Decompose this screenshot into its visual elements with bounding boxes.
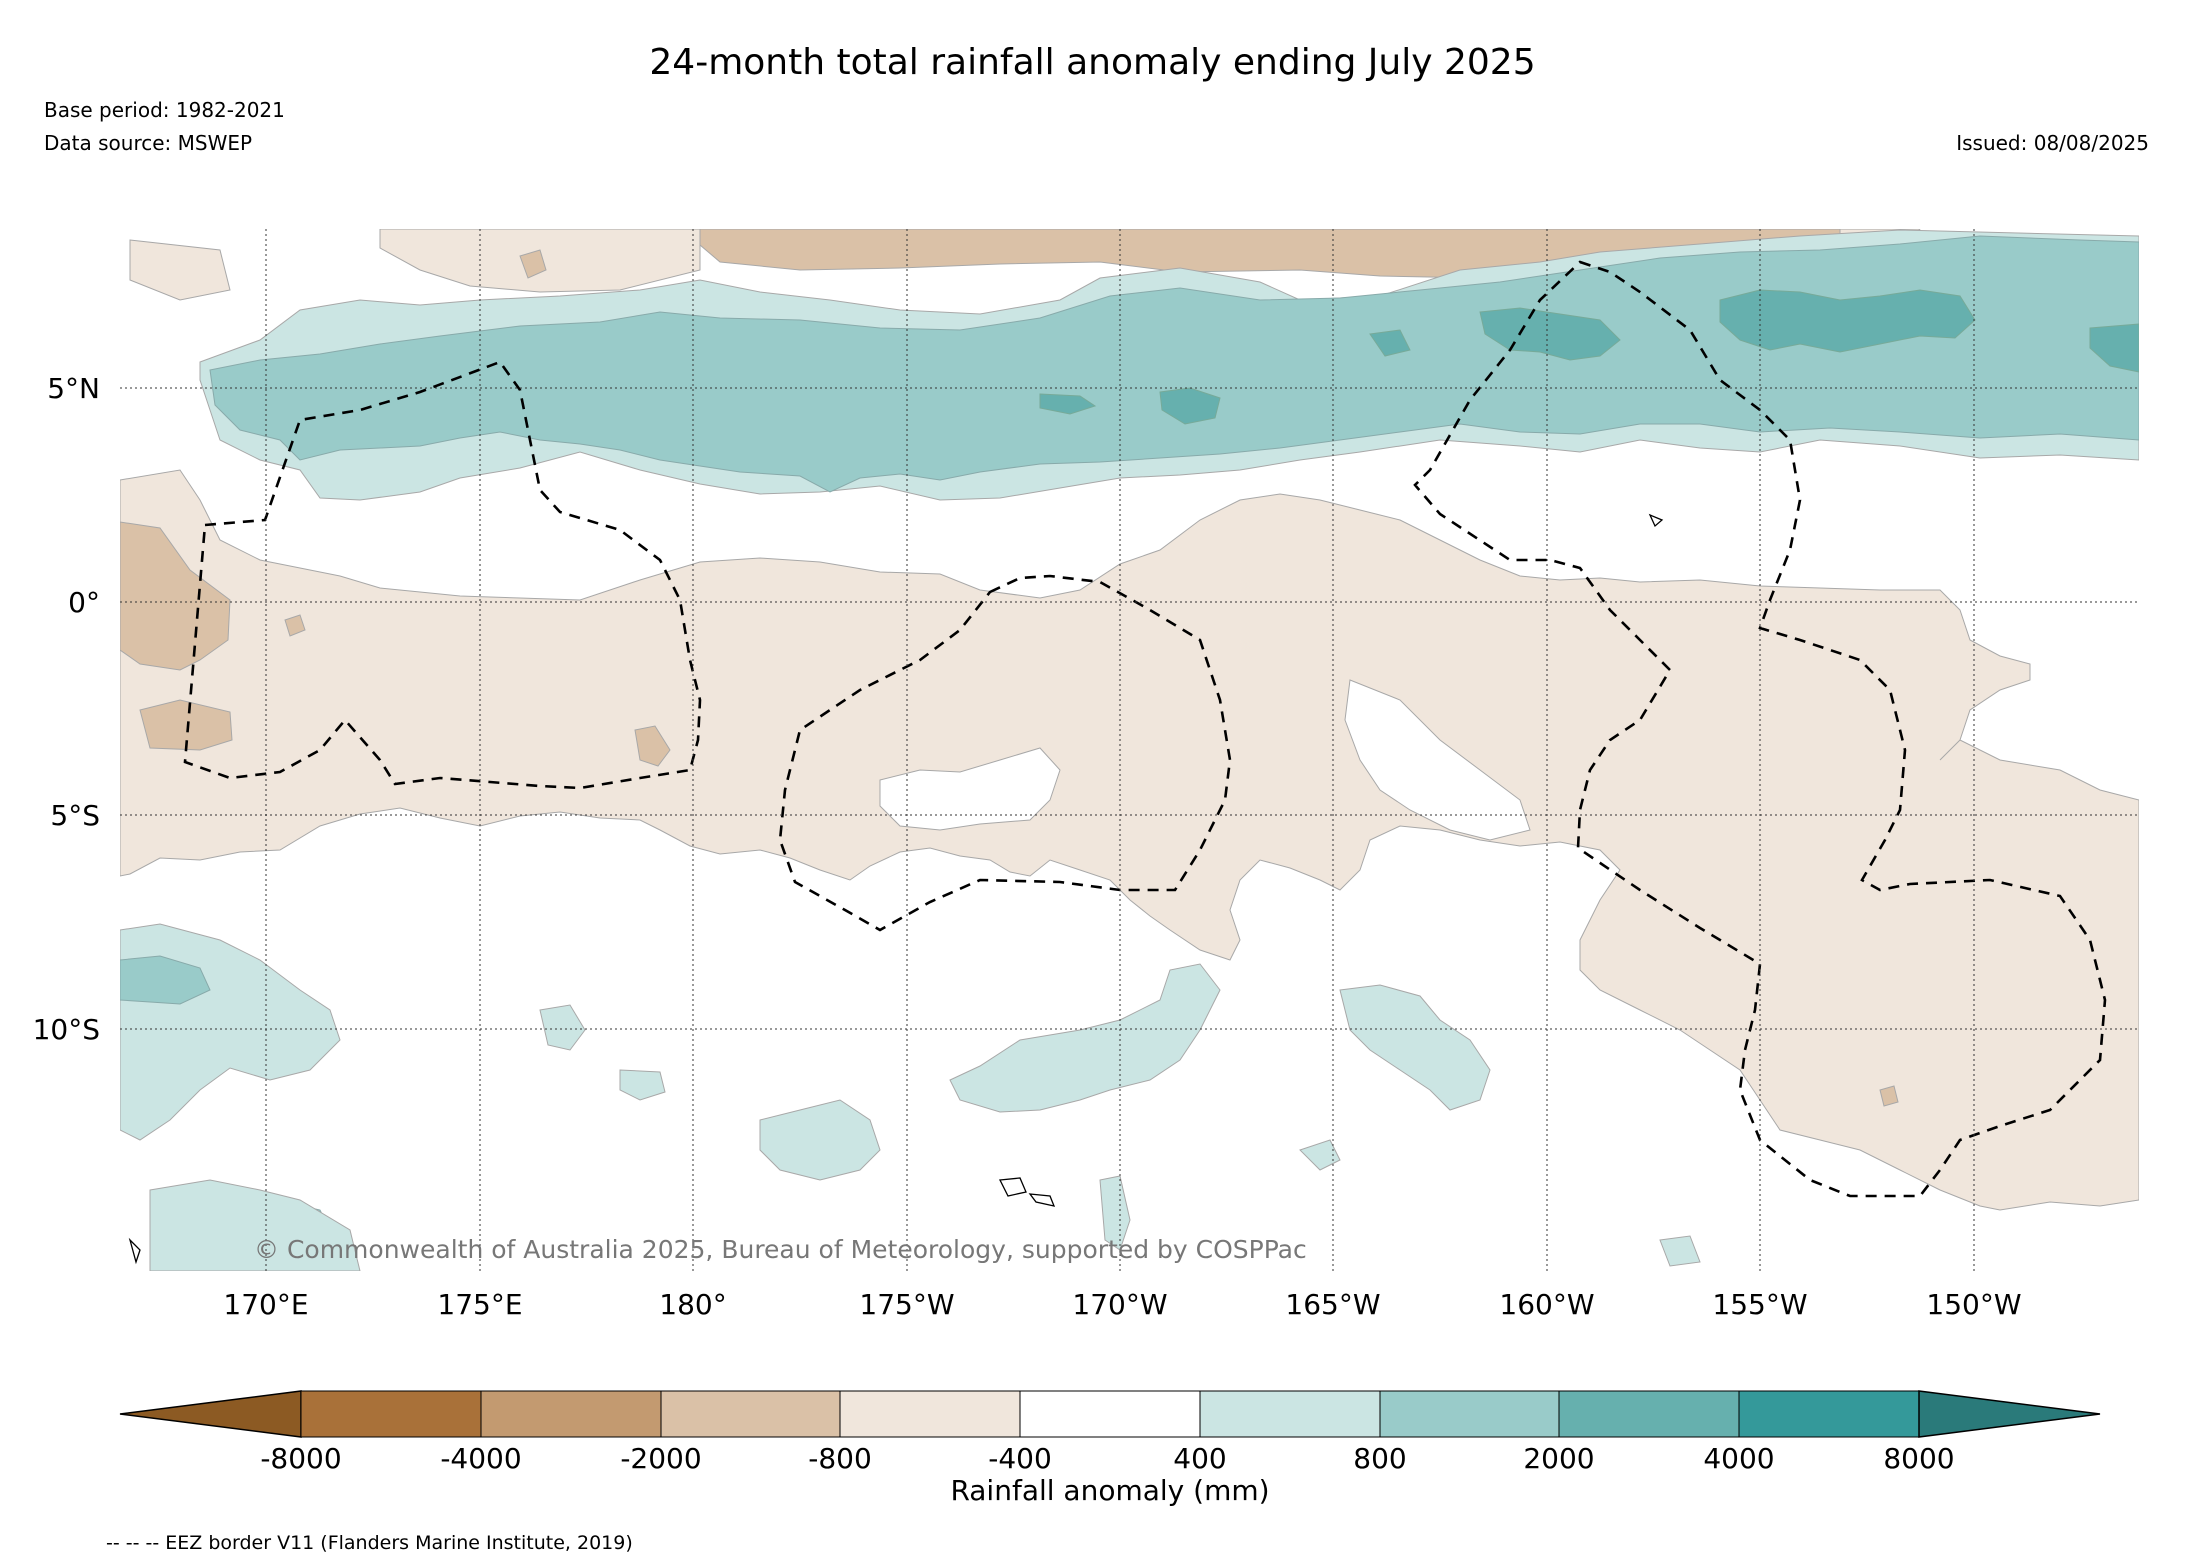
colorbar-tick-label: 8000 bbox=[1883, 1442, 1954, 1475]
map-plot-area: © Commonwealth of Australia 2025, Bureau… bbox=[120, 229, 2139, 1271]
colorbar-swatch bbox=[480, 1390, 662, 1438]
colorbar-tick-label: 400 bbox=[1173, 1442, 1226, 1475]
copyright-text: © Commonwealth of Australia 2025, Bureau… bbox=[254, 1235, 1307, 1264]
colorbar-tick-label: -400 bbox=[988, 1442, 1052, 1475]
lat-label: 5°S bbox=[50, 799, 100, 832]
wet-core-north-west bbox=[1039, 323, 2139, 425]
lon-label: 180° bbox=[659, 1288, 726, 1321]
colorbar-swatch bbox=[1019, 1390, 1201, 1438]
wet-core-north-east bbox=[1719, 289, 1976, 353]
wet-core-north-mid bbox=[1479, 307, 1621, 361]
colorbar-swatch bbox=[1738, 1390, 1920, 1438]
wet-patch-central-south bbox=[949, 963, 1221, 1113]
colorbar-tick-label: 800 bbox=[1353, 1442, 1406, 1475]
colorbar-tick-label: -2000 bbox=[620, 1442, 701, 1475]
gridlines bbox=[120, 229, 2139, 1271]
lon-label: 160°W bbox=[1499, 1288, 1594, 1321]
lon-label: 150°W bbox=[1926, 1288, 2021, 1321]
colorbar: -8000 -4000 -2000 -800 -400 400 800 2000… bbox=[119, 1390, 2101, 1507]
wet-patch-southwest-lower bbox=[149, 1179, 361, 1271]
lon-label: 155°W bbox=[1712, 1288, 1807, 1321]
colorbar-tick-label: -4000 bbox=[440, 1442, 521, 1475]
issued-date: Issued: 08/08/2025 bbox=[1956, 131, 2149, 155]
lat-label: 0° bbox=[68, 586, 100, 619]
wet-patch-south-mid bbox=[539, 984, 1491, 1181]
colorbar-swatch bbox=[839, 1390, 1021, 1438]
data-source-note: Data source: MSWEP bbox=[44, 131, 253, 155]
colorbar-tick-label: 2000 bbox=[1523, 1442, 1594, 1475]
colorbar-tick-label: -800 bbox=[808, 1442, 872, 1475]
lon-label: 165°W bbox=[1285, 1288, 1380, 1321]
colorbar-swatch bbox=[660, 1390, 841, 1438]
lat-label: 5°N bbox=[47, 372, 100, 405]
dry-core-east bbox=[1879, 1085, 1899, 1107]
base-period-note: Base period: 1982-2021 bbox=[44, 98, 285, 122]
eez-legend-note: -- -- -- EEZ border V11 (Flanders Marine… bbox=[106, 1532, 633, 1554]
lat-label: 10°S bbox=[33, 1013, 100, 1046]
colorbar-extend-low bbox=[119, 1390, 302, 1438]
wet-band-north-medium bbox=[209, 235, 2139, 493]
colorbar-swatch bbox=[1558, 1390, 1740, 1438]
colorbar-title: Rainfall anomaly (mm) bbox=[950, 1474, 1269, 1507]
longitude-labels: 170°E 175°E 180° 175°W 170°W 165°W 160°W… bbox=[223, 1288, 2021, 1321]
eez-borders bbox=[183, 260, 2107, 1198]
dry-core-west bbox=[120, 249, 671, 767]
colorbar-swatch bbox=[1379, 1390, 1560, 1438]
lon-label: 175°W bbox=[859, 1288, 954, 1321]
island-outlines bbox=[128, 513, 1664, 1265]
lon-label: 175°E bbox=[437, 1288, 522, 1321]
colorbar-tick-label: 4000 bbox=[1703, 1442, 1774, 1475]
latitude-labels: 5°N 0° 5°S 10°S bbox=[33, 372, 100, 1046]
neutral-gap-central bbox=[879, 679, 1531, 841]
lon-label: 170°W bbox=[1072, 1288, 1167, 1321]
colorbar-swatch bbox=[300, 1390, 482, 1438]
map-title: 24-month total rainfall anomaly ending J… bbox=[649, 42, 1536, 83]
wet-patch-south-east-small bbox=[1099, 1175, 1701, 1267]
lon-label: 170°E bbox=[223, 1288, 308, 1321]
colorbar-extend-high bbox=[1918, 1390, 2101, 1438]
colorbar-tick-label: -8000 bbox=[260, 1442, 341, 1475]
colorbar-swatch bbox=[1199, 1390, 1381, 1438]
